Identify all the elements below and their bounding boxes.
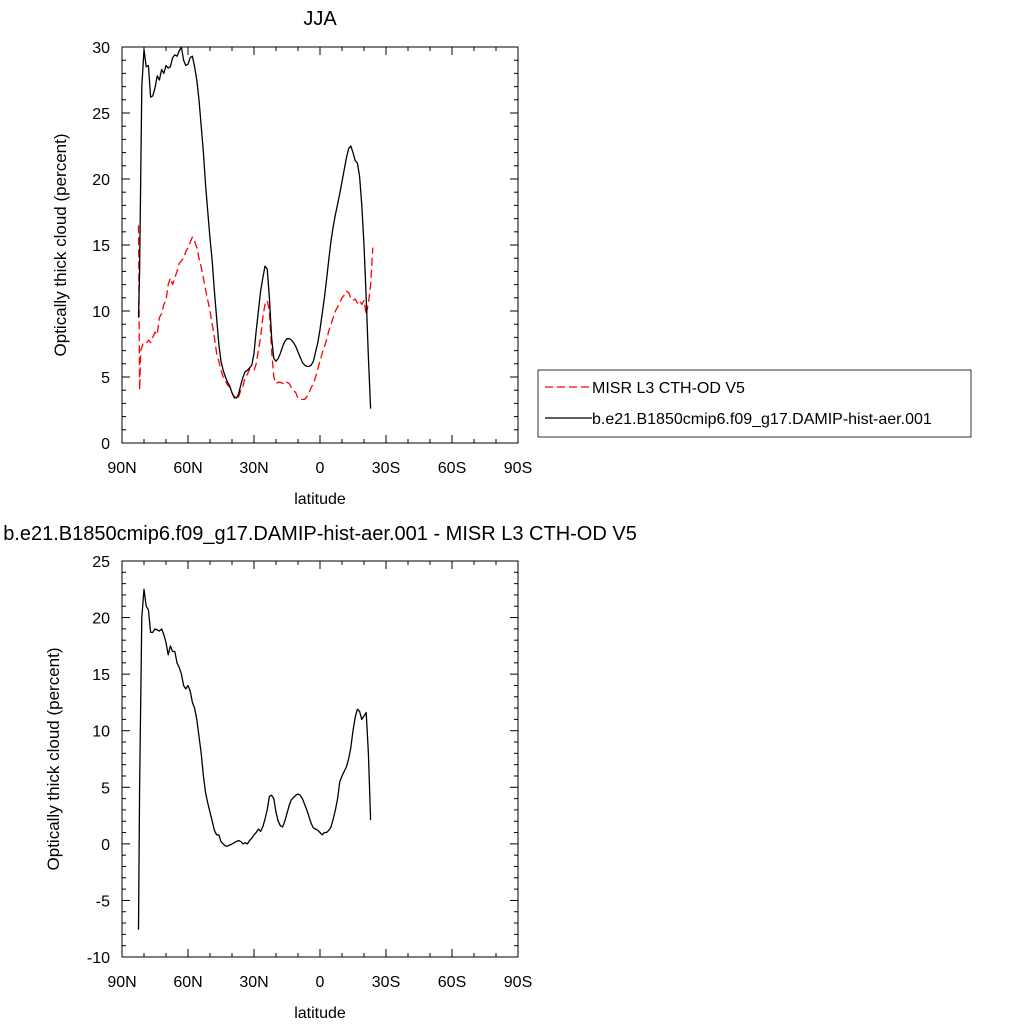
- x-tick-label: 90N: [107, 974, 136, 991]
- y-tick-label: 25: [92, 106, 110, 123]
- series-line-0: [137, 588, 372, 930]
- x-axis-label: latitude: [294, 1005, 346, 1022]
- x-tick-label: 0: [316, 974, 325, 991]
- y-tick-label: 15: [92, 238, 110, 255]
- y-tick-label: 20: [92, 172, 110, 189]
- y-tick-label: 0: [101, 837, 110, 854]
- series-group: [137, 588, 372, 930]
- panel-top: JJA 0 5 10 15 20 25 30 90N 60N 30N 0 30S 60S 90S Opt…: [51, 8, 972, 508]
- legend: MISR L3 CTH-OD V5 b.e21.B1850cmip6.f09_g…: [537, 369, 972, 438]
- x-tick-label: 30N: [239, 974, 268, 991]
- x-tick-label: 30S: [372, 460, 400, 477]
- tick-marks: [121, 560, 519, 958]
- series-line-1: [137, 46, 372, 409]
- y-tick-labels: 0 5 10 15 20 25 30: [92, 40, 110, 453]
- plot-frame: [121, 560, 519, 958]
- y-axis-label: Optically thick cloud (percent): [44, 648, 63, 871]
- chart-title: JJA: [303, 8, 337, 30]
- y-axis-label: Optically thick cloud (percent): [51, 134, 70, 357]
- y-tick-labels: -10 -5 0 5 10 15 20 25: [87, 554, 110, 967]
- y-tick-label: 5: [101, 780, 110, 797]
- x-tick-label: 60S: [438, 460, 466, 477]
- panel-bottom: b.e21.B1850cmip6.f09_g17.DAMIP-hist-aer.…: [3, 523, 637, 1022]
- y-tick-label: 30: [92, 40, 110, 57]
- y-tick-label: 5: [101, 370, 110, 387]
- y-tick-label: -5: [96, 893, 110, 910]
- series-line-0: [137, 225, 374, 401]
- x-tick-label: 30N: [239, 460, 268, 477]
- plot-frame: [121, 46, 519, 444]
- legend-label-misr: MISR L3 CTH-OD V5: [592, 380, 745, 397]
- y-tick-label: 10: [92, 724, 110, 741]
- x-tick-label: 90S: [504, 460, 532, 477]
- y-tick-label: 10: [92, 304, 110, 321]
- x-tick-labels: 90N 60N 30N 0 30S 60S 90S: [107, 974, 532, 991]
- x-tick-label: 90N: [107, 460, 136, 477]
- chart-title: b.e21.B1850cmip6.f09_g17.DAMIP-hist-aer.…: [3, 523, 637, 545]
- y-tick-label: 0: [101, 436, 110, 453]
- x-tick-labels: 90N 60N 30N 0 30S 60S 90S: [107, 460, 532, 477]
- x-tick-label: 60N: [173, 460, 202, 477]
- x-tick-label: 30S: [372, 974, 400, 991]
- legend-box: [537, 369, 972, 438]
- x-tick-label: 60S: [438, 974, 466, 991]
- x-axis-label: latitude: [294, 491, 346, 508]
- tick-marks: [121, 46, 519, 444]
- x-tick-label: 0: [316, 460, 325, 477]
- x-tick-label: 90S: [504, 974, 532, 991]
- series-group: [137, 46, 374, 409]
- y-tick-label: 20: [92, 611, 110, 628]
- x-tick-label: 60N: [173, 974, 202, 991]
- y-tick-label: -10: [87, 950, 110, 967]
- y-tick-label: 15: [92, 667, 110, 684]
- legend-label-model: b.e21.B1850cmip6.f09_g17.DAMIP-hist-aer.…: [592, 411, 932, 428]
- y-tick-label: 25: [92, 554, 110, 571]
